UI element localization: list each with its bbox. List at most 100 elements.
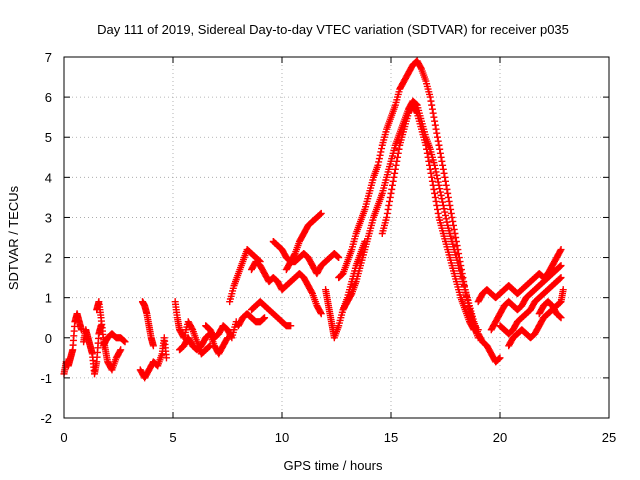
- axis-ticks: 0 5 10 15 20 25 -2 -1 0 1 2 3 4 5 6 7: [40, 50, 616, 445]
- x-tick-label: 25: [602, 430, 616, 445]
- data-point-marker: [436, 149, 444, 157]
- data-point-marker: [290, 251, 298, 259]
- data-point-marker: [317, 310, 325, 318]
- data-point-marker: [435, 141, 443, 149]
- data-point-marker: [439, 201, 447, 209]
- y-tick-label: 3: [45, 210, 52, 225]
- data-point-marker: [428, 177, 436, 185]
- data-point-marker: [439, 198, 447, 206]
- data-point-marker: [374, 161, 382, 169]
- data-point-marker: [391, 169, 399, 177]
- y-tick-label: -2: [40, 411, 52, 426]
- data-point-marker: [431, 193, 439, 201]
- data-point-marker: [556, 247, 564, 255]
- data-point-marker: [335, 254, 343, 262]
- data-point-marker: [434, 175, 442, 183]
- data-point-marker: [417, 64, 425, 72]
- data-point-marker: [446, 201, 454, 209]
- data-track-4: [136, 334, 170, 382]
- data-point-marker: [386, 193, 394, 201]
- data-point-marker: [431, 189, 439, 197]
- data-track-3: [99, 330, 129, 350]
- x-tick-label: 10: [275, 430, 289, 445]
- data-point-marker: [439, 165, 447, 173]
- data-point-marker: [423, 149, 431, 157]
- data-point-marker: [557, 246, 565, 254]
- data-point-marker: [438, 195, 446, 203]
- data-series-sdtvar: [60, 57, 567, 382]
- y-tick-label: 0: [45, 331, 52, 346]
- data-point-marker: [429, 109, 437, 117]
- data-point-marker: [440, 205, 448, 213]
- data-point-marker: [390, 173, 398, 181]
- data-point-marker: [436, 145, 444, 153]
- data-point-marker: [317, 209, 325, 217]
- data-point-marker: [442, 177, 449, 185]
- data-track-11: [247, 298, 295, 330]
- chart-title: Day 111 of 2019, Sidereal Day-to-day VTE…: [97, 22, 569, 37]
- data-point-marker: [383, 213, 391, 221]
- data-point-marker: [375, 155, 383, 163]
- data-point-marker: [434, 133, 442, 141]
- data-point-marker: [394, 149, 402, 157]
- data-point-marker: [432, 168, 440, 176]
- data-point-marker: [442, 181, 450, 189]
- data-point-marker: [426, 93, 434, 101]
- data-point-marker: [432, 125, 440, 133]
- data-point-marker: [430, 113, 438, 121]
- data-point-marker: [386, 197, 394, 205]
- data-track-14: [282, 209, 325, 274]
- data-point-marker: [557, 314, 565, 322]
- y-tick-label: 6: [45, 90, 52, 105]
- data-point-marker: [433, 171, 441, 179]
- data-point-marker: [376, 151, 384, 159]
- y-tick-label: 7: [45, 50, 52, 65]
- data-point-marker: [388, 181, 396, 189]
- data-point-marker: [445, 197, 453, 205]
- data-track-9: [226, 246, 264, 306]
- data-track-8: [202, 318, 240, 342]
- data-point-marker: [433, 201, 441, 209]
- data-point-marker: [227, 332, 235, 340]
- data-point-marker: [425, 157, 433, 165]
- data-point-marker: [557, 274, 565, 282]
- grid-lines: [64, 57, 609, 418]
- data-point-marker: [377, 148, 385, 156]
- y-axis-label: SDTVAR / TECUs: [6, 185, 21, 290]
- data-point-marker: [375, 158, 383, 166]
- data-point-marker: [444, 189, 452, 197]
- data-point-marker: [384, 205, 392, 213]
- data-point-marker: [440, 169, 448, 177]
- data-point-marker: [496, 354, 504, 362]
- data-point-marker: [427, 97, 435, 105]
- data-point-marker: [448, 213, 456, 221]
- x-tick-label: 0: [60, 430, 67, 445]
- data-track-15: [322, 238, 369, 342]
- data-point-marker: [447, 209, 455, 217]
- x-axis-label: GPS time / hours: [284, 458, 383, 473]
- data-point-marker: [426, 165, 434, 173]
- data-point-marker: [188, 324, 196, 332]
- data-point-marker: [442, 215, 450, 223]
- data-point-marker: [395, 145, 403, 153]
- data-point-marker: [429, 181, 437, 189]
- data-point-marker: [116, 347, 124, 355]
- y-tick-label: 1: [45, 291, 52, 306]
- data-point-marker: [439, 161, 447, 169]
- data-point-marker: [287, 322, 295, 330]
- data-point-marker: [412, 108, 420, 116]
- data-point-marker: [388, 185, 396, 193]
- data-track-12: [247, 258, 325, 318]
- data-track-10: [234, 310, 269, 330]
- data-point-marker: [394, 153, 402, 161]
- data-point-marker: [436, 188, 444, 196]
- data-track-18: [378, 101, 482, 334]
- data-track-19: [474, 246, 565, 306]
- data-point-marker: [434, 137, 442, 145]
- data-track-16: [335, 57, 482, 342]
- data-point-marker: [424, 153, 432, 161]
- data-point-marker: [433, 129, 441, 137]
- data-track-5: [138, 298, 157, 350]
- data-point-marker: [149, 342, 157, 350]
